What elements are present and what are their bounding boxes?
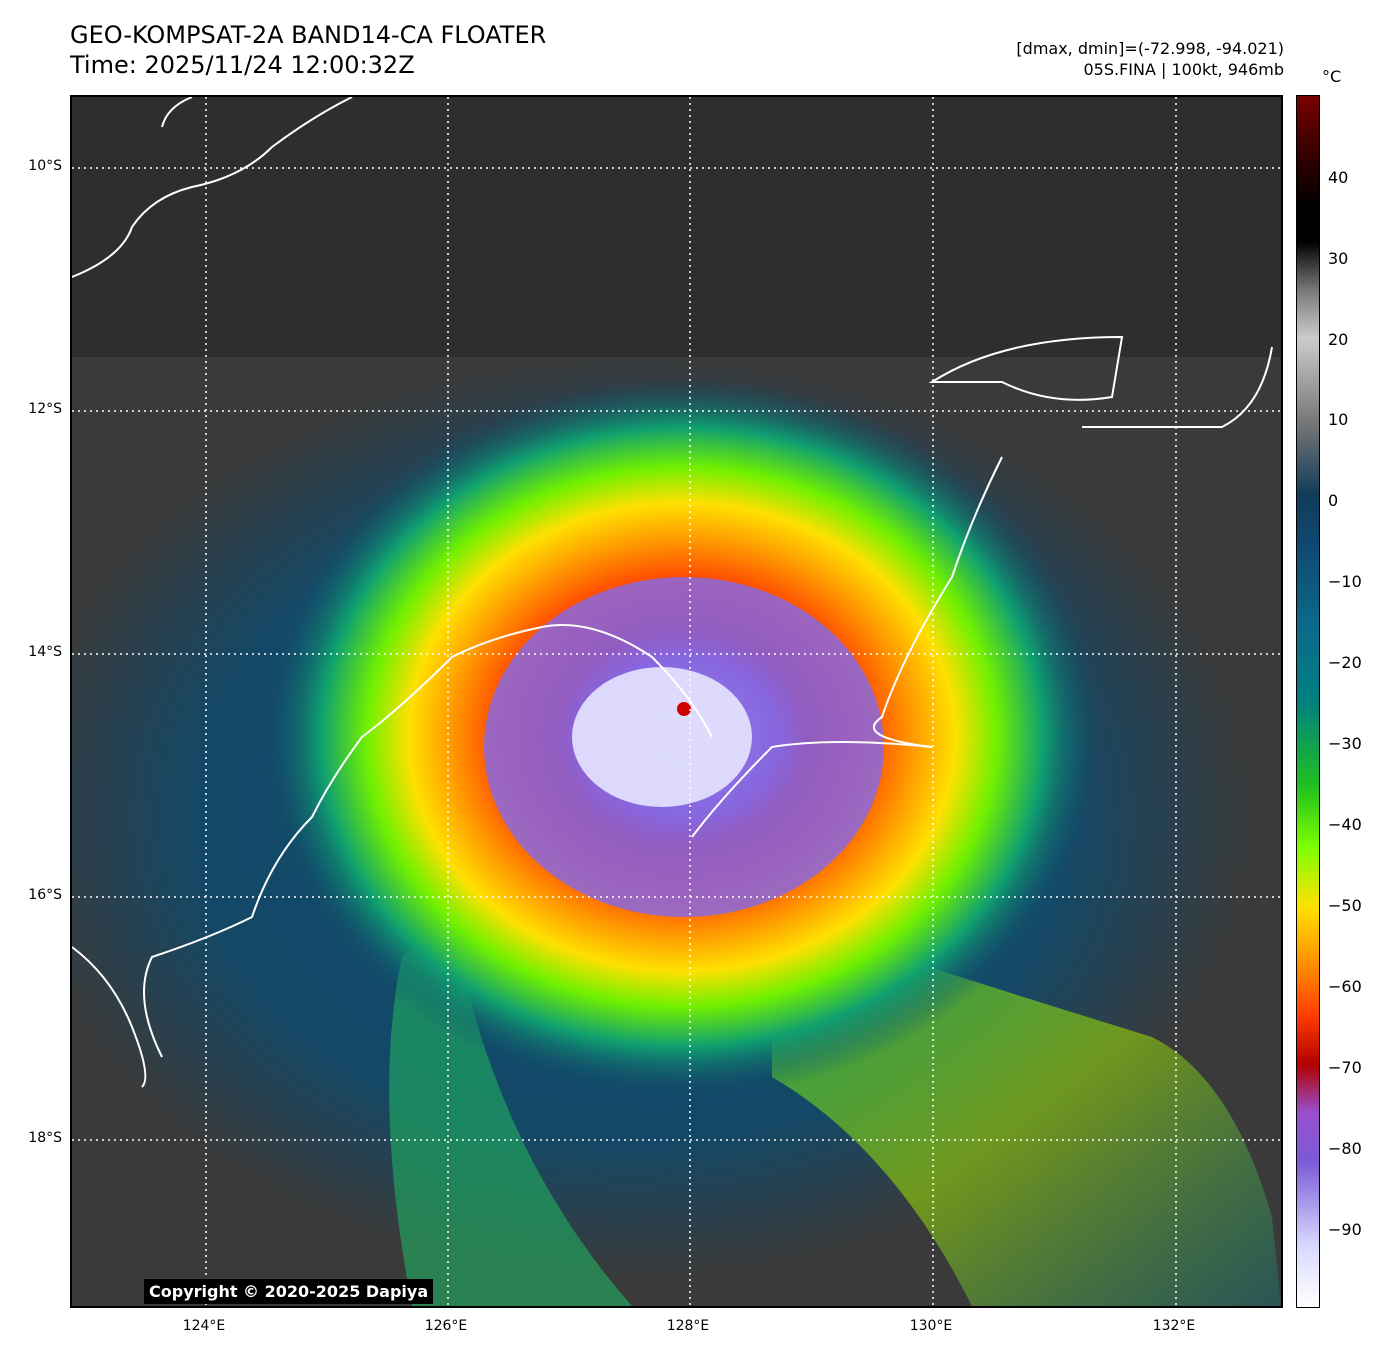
- storm-meta: [dmax, dmin]=(-72.998, -94.021) 05S.FINA…: [1016, 38, 1284, 80]
- lat-label: 10°S: [28, 158, 62, 174]
- colorbar-tick: −60: [1328, 977, 1362, 996]
- colorbar-tick: −90: [1328, 1220, 1362, 1239]
- lat-label: 18°S: [28, 1130, 62, 1146]
- lon-label: 126°E: [424, 1318, 468, 1334]
- colorbar-tick: −80: [1328, 1139, 1362, 1158]
- colorbar-tick: −10: [1328, 572, 1362, 591]
- colorbar-unit: °C: [1322, 67, 1342, 86]
- lat-label: 16°S: [28, 887, 62, 903]
- lat-label: 12°S: [28, 401, 62, 417]
- temperature-colorbar: [1296, 95, 1320, 1308]
- lat-label: 14°S: [28, 644, 62, 660]
- lon-label: 130°E: [909, 1318, 953, 1334]
- colorbar-tick: 20: [1328, 330, 1349, 349]
- colorbar-tick: 0: [1328, 491, 1339, 510]
- lon-label: 128°E: [666, 1318, 710, 1334]
- colorbar-tick: −20: [1328, 653, 1362, 672]
- colorbar-tick: −70: [1328, 1058, 1362, 1077]
- meta-line-2: 05S.FINA | 100kt, 946mb: [1083, 60, 1284, 79]
- meta-line-1: [dmax, dmin]=(-72.998, -94.021): [1016, 39, 1284, 58]
- satellite-image-svg: [72, 97, 1281, 1306]
- title-line-1: GEO-KOMPSAT-2A BAND14-CA FLOATER: [70, 21, 547, 49]
- lon-label: 132°E: [1152, 1318, 1196, 1334]
- colorbar-tick: 10: [1328, 410, 1349, 429]
- copyright-notice: Copyright © 2020-2025 Dapiya: [144, 1279, 434, 1304]
- chart-title: GEO-KOMPSAT-2A BAND14-CA FLOATER Time: 2…: [70, 20, 546, 80]
- lon-label: 124°E: [182, 1318, 226, 1334]
- satellite-image: Copyright © 2020-2025 Dapiya: [70, 95, 1283, 1308]
- title-line-2: Time: 2025/11/24 12:00:32Z: [70, 51, 415, 79]
- colorbar-tick: −40: [1328, 815, 1362, 834]
- colorbar-tick: −30: [1328, 734, 1362, 753]
- colorbar-tick: 30: [1328, 249, 1349, 268]
- colorbar-tick: 40: [1328, 168, 1349, 187]
- colorbar-tick: −50: [1328, 896, 1362, 915]
